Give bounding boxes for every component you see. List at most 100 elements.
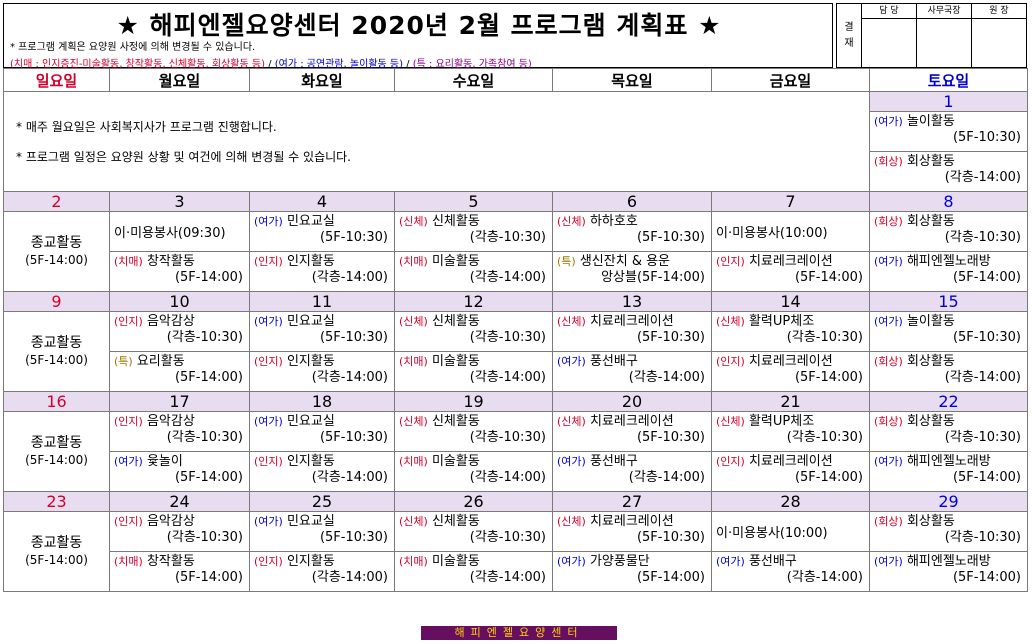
event-cell: (인지) 인지활동 (각층-14:00) <box>249 251 395 292</box>
event-time: (각층-10:30) <box>786 430 863 445</box>
weekday-header: 화요일 <box>249 68 395 92</box>
date-cell: 22 <box>869 391 1028 412</box>
event-cell: (신체) 신체활동 (각층-10:30) <box>394 511 553 552</box>
date-cell: 18 <box>249 391 395 412</box>
legend-separator: / <box>403 59 413 70</box>
event-line: (인지) 음악감상 <box>114 314 245 330</box>
sunday-program-time: (5F-14:00) <box>25 252 88 267</box>
am-row: 종교활동 (5F-14:00) 이·미용봉사(09:30) (여가) 민요교실 (5F-… <box>3 211 1028 292</box>
date-cell: 8 <box>869 191 1028 212</box>
event-category: (치매) <box>399 255 428 268</box>
event-cell: (치매) 미술활동 (각층-14:00) <box>394 451 553 492</box>
event: (여가) 풍선배구 (각층-14:00) <box>712 553 869 590</box>
event-name: 인지활동 <box>286 454 335 469</box>
event-cell: (여가) 민요교실 (5F-10:30) <box>249 211 395 252</box>
event-time: (각층-10:30) <box>166 330 243 345</box>
event-time: (각층-14:00) <box>628 470 705 485</box>
event-name: 미술활동 <box>431 254 480 269</box>
event: (신체) 신체활동 (각층-10:30) <box>395 213 552 250</box>
event-category: (회상) <box>874 215 903 228</box>
event: (회상) 회상활동 (각층-10:30) <box>870 513 1027 550</box>
event-name: 이·미용봉사(09:30) <box>114 226 226 241</box>
event-line: (인지) 인지활동 <box>254 354 390 370</box>
event-name: 창작활동 <box>146 554 195 569</box>
event-category: (특) <box>557 255 576 268</box>
event-cell: (특) 생신잔치 & 용운 앙상블(5F-14:00) <box>552 251 712 292</box>
approval-label-char: 결 <box>844 21 854 33</box>
event-time: (5F-14:00) <box>636 570 705 585</box>
event: (인지) 인지활동 (각층-14:00) <box>250 553 394 590</box>
date-row: 23 24 25 26 27 28 29 <box>3 491 1028 512</box>
event: (회상) 회상활동 (각층-10:30) <box>870 413 1027 450</box>
event-name: 하하호호 <box>589 214 638 229</box>
event-line: (여가) 해피엔젤노래방 <box>874 254 1023 270</box>
date-cell: 9 <box>3 291 110 312</box>
event-category: (치매) <box>114 555 143 568</box>
event-line: (특) 생신잔치 & 용운 <box>557 254 707 270</box>
date-cell: 11 <box>249 291 395 312</box>
event-name: 활력UP체조 <box>748 314 815 329</box>
event-name: 해피엔젤노래방 <box>906 254 991 269</box>
event-name: 치료레크레이션 <box>589 314 674 329</box>
event-line: (치매) 창작활동 <box>114 254 245 270</box>
signature-space <box>972 19 1026 67</box>
weekday-header: 토요일 <box>869 68 1028 92</box>
event-category: (인지) <box>254 555 283 568</box>
event-category: (인지) <box>254 255 283 268</box>
sunday-program-name: 종교활동 <box>30 534 83 551</box>
event-name: 음악감상 <box>146 414 195 429</box>
date-cell: 28 <box>711 491 870 512</box>
event-line: (인지) 치료레크레이션 <box>716 254 865 270</box>
event-name: 치료레크레이션 <box>589 414 674 429</box>
approval-head: 사무국장 <box>917 4 971 19</box>
event-name: 회상활동 <box>906 414 955 429</box>
event: (인지) 인지활동 (각층-14:00) <box>250 353 394 390</box>
event-cell: (여가) 민요교실 (5F-10:30) <box>249 311 395 352</box>
approval-label-char: 재 <box>844 37 854 49</box>
date-cell: 12 <box>394 291 553 312</box>
event-name: 신체활동 <box>431 414 480 429</box>
date-cell: 29 <box>869 491 1028 512</box>
event: (신체) 하하호호 (5F-10:30) <box>553 213 711 250</box>
sunday-cell: 종교활동 (5F-14:00) <box>3 211 110 292</box>
event-category: (여가) <box>557 455 586 468</box>
event-cell: 이·미용봉사(10:00) <box>711 211 870 252</box>
event-cell: (인지) 인지활동 (각층-14:00) <box>249 451 395 492</box>
am-row: 종교활동 (5F-14:00) (인지) 음악감상 (각층-10:30) (여가) 민요… <box>3 511 1028 592</box>
event-category: (신체) <box>399 315 428 328</box>
event-line: (회상) 회상활동 <box>874 414 1023 430</box>
event-category: (회상) <box>874 415 903 428</box>
event-cell: (신체) 활력UP체조 (각층-10:30) <box>711 411 870 452</box>
event-time: (각층-14:00) <box>469 370 546 385</box>
sunday-program-time: (5F-14:00) <box>25 352 88 367</box>
event-cell: (신체) 활력UP체조 (각층-10:30) <box>711 311 870 352</box>
date-cell: 1 <box>869 91 1028 112</box>
event-category: (인지) <box>254 455 283 468</box>
event-time: (각층-14:00) <box>311 270 388 285</box>
event-category: (특) <box>114 355 133 368</box>
event: (신체) 활력UP체조 (각층-10:30) <box>712 313 869 350</box>
event-name: 음악감상 <box>146 314 195 329</box>
event: (신체) 신체활동 (각층-10:30) <box>395 313 552 350</box>
event-cell: (회상) 회상활동 (각층-10:30) <box>869 411 1028 452</box>
event-line: (인지) 치료레크레이션 <box>716 354 865 370</box>
sunday-program-time: (5F-14:00) <box>25 552 88 567</box>
date-cell: 16 <box>3 391 110 412</box>
approval-head: 담 당 <box>862 4 916 19</box>
pm-row: (치매) 창작활동 (5F-14:00) (인지) 인지활동 (각층-14:00) (치… <box>4 251 1028 292</box>
event-category: (회상) <box>874 355 903 368</box>
event-line: (신체) 하하호호 <box>557 214 707 230</box>
event: (치매) 미술활동 (각층-14:00) <box>395 353 552 390</box>
event-category: (회상) <box>874 515 903 528</box>
event-cell: (여가) 민요교실 (5F-10:30) <box>249 411 395 452</box>
event-name: 미술활동 <box>431 454 480 469</box>
event-category: (여가) <box>874 315 903 328</box>
event-name: 윷놀이 <box>146 454 183 469</box>
event-name: 치료레크레이션 <box>589 514 674 529</box>
event-time: (각층-10:30) <box>166 430 243 445</box>
date-row: 9 10 11 12 13 14 15 <box>3 291 1028 312</box>
event-time: (각층-10:30) <box>469 230 546 245</box>
event-line: (인지) 음악감상 <box>114 414 245 430</box>
event-time: (각층-10:30) <box>166 530 243 545</box>
